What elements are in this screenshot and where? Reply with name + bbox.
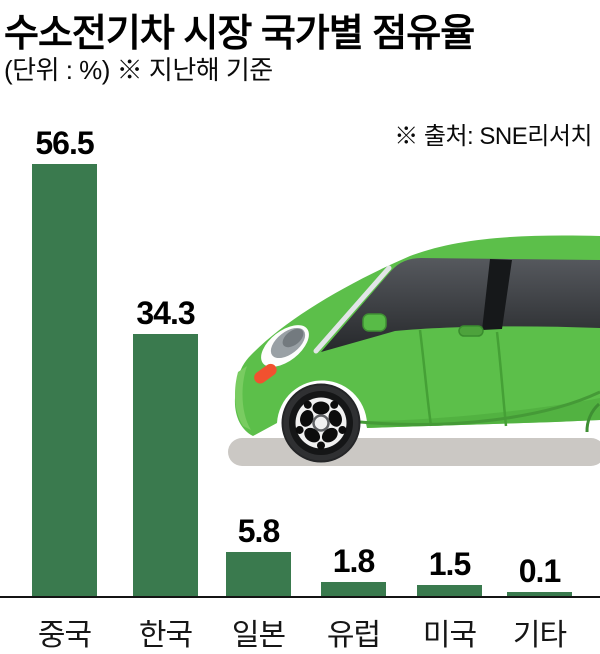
category-label-japan: 일본: [231, 619, 286, 652]
side-mirror: [362, 313, 387, 332]
car-illustration: [225, 222, 600, 472]
chart-title: 수소전기차 시장 국가별 점유율: [4, 13, 475, 55]
bar-group-korea: 34.3: [133, 297, 198, 596]
green-car-svg: [228, 235, 600, 466]
category-label-others: 기타: [512, 619, 567, 652]
b-pillar: [482, 259, 512, 330]
rim-spokes: [295, 400, 347, 450]
bar-group-europe: 1.8: [321, 545, 386, 596]
category-label-korea: 한국: [138, 619, 193, 652]
value-label: 34.3: [136, 295, 195, 331]
window-glass: [321, 258, 600, 352]
bar-usa: [417, 585, 482, 596]
rocker-line: [359, 390, 600, 426]
hub-cap: [312, 414, 330, 432]
bar-europe: [321, 582, 386, 596]
bar-others: [507, 592, 572, 596]
value-label: 1.8: [332, 543, 375, 579]
bar-china: [32, 164, 97, 596]
bar-group-usa: 1.5: [417, 548, 482, 596]
bar-korea: [133, 334, 198, 596]
value-label: 1.5: [428, 546, 471, 582]
bar-group-china: 56.5: [32, 127, 97, 596]
category-label-europe: 유럽: [326, 619, 381, 652]
front-wheel: [281, 383, 361, 463]
nose-highlight: [235, 366, 251, 430]
bar-group-japan: 5.8: [226, 515, 291, 596]
bar-japan: [226, 552, 291, 596]
body-shading: [365, 398, 600, 428]
unit-note: (단위 : %) ※ 지난해 기준: [4, 55, 273, 85]
headlight: [261, 325, 309, 367]
value-label: 5.8: [237, 513, 280, 549]
turn-indicator: [254, 363, 277, 384]
door-handle: [458, 325, 484, 337]
road: [228, 438, 600, 466]
value-label: 0.1: [518, 553, 561, 589]
bar-group-others: 0.1: [507, 555, 572, 596]
category-label-usa: 미국: [422, 619, 477, 652]
source-note: ※ 출처: SNE리서치: [394, 123, 592, 150]
front-door-seam: [418, 329, 433, 427]
windshield-trim: [313, 265, 392, 354]
value-label: 56.5: [35, 125, 94, 161]
category-label-china: 중국: [37, 619, 92, 652]
rear-wheel-arch: [585, 402, 600, 433]
x-axis-line: [0, 596, 600, 598]
